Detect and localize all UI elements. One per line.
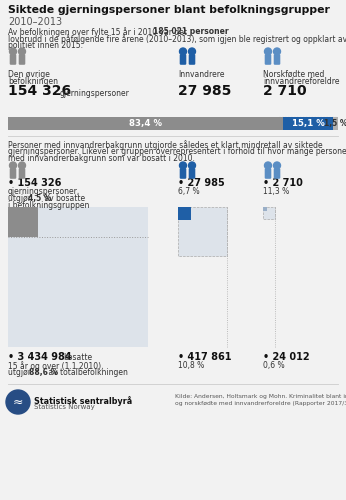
Text: • 3 434 984: • 3 434 984 [8,352,72,362]
FancyBboxPatch shape [265,168,271,179]
Text: 11,3 %: 11,3 % [263,187,289,196]
Text: 83,4 %: 83,4 % [129,119,162,128]
Text: • 2 710: • 2 710 [263,178,303,188]
FancyBboxPatch shape [274,168,280,179]
Text: • 27 985: • 27 985 [178,178,225,188]
Text: 185 021 personer: 185 021 personer [153,27,229,36]
Bar [8,207,148,347]
Text: Siktede gjerningspersoner blant befolkningsgrupper: Siktede gjerningspersoner blant befolkni… [8,5,330,15]
Bar [333,117,338,130]
Text: gjerningspersoner,: gjerningspersoner, [8,187,80,196]
Circle shape [18,162,26,169]
Text: i befolkningsgruppen: i befolkningsgruppen [8,201,89,210]
Text: 88,6 %: 88,6 % [29,368,58,377]
Text: 15 år og over (1.1.2010),: 15 år og over (1.1.2010), [8,361,103,371]
Text: 27 985: 27 985 [178,84,231,98]
Bar [263,207,275,218]
Circle shape [264,48,272,55]
FancyBboxPatch shape [274,54,280,65]
Bar [178,207,191,220]
Text: 2 710: 2 710 [263,84,307,98]
Text: utgjør: utgjør [8,368,33,377]
Text: • 24 012: • 24 012 [263,352,310,362]
Text: Kilde: Andersen, Holtsmark og Mohn. Kriminalitet blant innvandrere: Kilde: Andersen, Holtsmark og Mohn. Krim… [175,394,346,399]
Bar [263,207,267,211]
Circle shape [189,162,195,169]
Circle shape [189,48,195,55]
Text: med innvandrerbakgrunn som var bosatt i 2010.: med innvandrerbakgrunn som var bosatt i … [8,154,195,163]
Bar [178,207,227,256]
Bar [8,207,38,236]
FancyBboxPatch shape [10,54,16,65]
FancyBboxPatch shape [265,54,271,65]
Text: 2010–2013: 2010–2013 [8,17,62,27]
FancyBboxPatch shape [189,168,195,179]
Text: Innvandrere: Innvandrere [178,70,225,79]
Circle shape [180,162,186,169]
FancyBboxPatch shape [19,168,25,179]
FancyBboxPatch shape [10,168,16,179]
Text: Den øvrige: Den øvrige [8,70,50,79]
Circle shape [9,48,17,55]
Text: og norskfødte med innvandrerforeldre (Rapporter 2017/36).: og norskfødte med innvandrerforeldre (Ra… [175,401,346,406]
Bar [8,117,283,130]
Text: Statistisk sentralbyrå: Statistisk sentralbyrå [34,396,132,406]
Text: 10,8 %: 10,8 % [178,361,204,370]
Circle shape [273,162,281,169]
Text: befolkningen: befolkningen [8,77,58,86]
FancyBboxPatch shape [180,168,186,179]
FancyBboxPatch shape [180,54,186,65]
Text: gjerningspersoner: gjerningspersoner [60,89,130,98]
Text: lovbrudd i de påfølgende fire årene (2010–2013), som igjen ble registrert og opp: lovbrudd i de påfølgende fire årene (201… [8,34,346,44]
Text: Norskfødte med: Norskfødte med [263,70,325,79]
Circle shape [6,390,30,414]
Text: bosatte: bosatte [63,353,92,362]
Circle shape [264,162,272,169]
Text: politiet innen 2015.: politiet innen 2015. [8,41,83,50]
Bar [283,117,333,130]
Circle shape [180,48,186,55]
Text: 4,5 %: 4,5 % [28,194,52,203]
Text: av totalbefolkningen: av totalbefolkningen [46,368,128,377]
Text: 154 326: 154 326 [8,84,71,98]
Text: innvandrereforeldre: innvandrereforeldre [263,77,339,86]
Text: • 154 326: • 154 326 [8,178,61,188]
Text: Personer med innvandrerbakgrunn utgjorde således et klart mindretall av siktede: Personer med innvandrerbakgrunn utgjorde… [8,140,322,150]
Circle shape [273,48,281,55]
Text: 15,1 %: 15,1 % [292,119,325,128]
Text: • 417 861: • 417 861 [178,352,231,362]
Text: av bosatte: av bosatte [42,194,85,203]
FancyBboxPatch shape [19,54,25,65]
Text: 1,5 %: 1,5 % [324,119,346,128]
Text: 0,6 %: 0,6 % [263,361,285,370]
FancyBboxPatch shape [189,54,195,65]
Circle shape [18,48,26,55]
Text: 6,7 %: 6,7 % [178,187,200,196]
Text: Av befolkningen over fylte 15 år i 2010 var det: Av befolkningen over fylte 15 år i 2010 … [8,27,189,37]
Text: Statistics Norway: Statistics Norway [34,404,95,410]
Circle shape [9,162,17,169]
Text: utgjør: utgjør [8,194,33,203]
Text: gjerningspersoner. Likevel er gruppen overrepresentert i forhold til hvor mange : gjerningspersoner. Likevel er gruppen ov… [8,147,346,156]
Text: ≈: ≈ [13,396,23,408]
